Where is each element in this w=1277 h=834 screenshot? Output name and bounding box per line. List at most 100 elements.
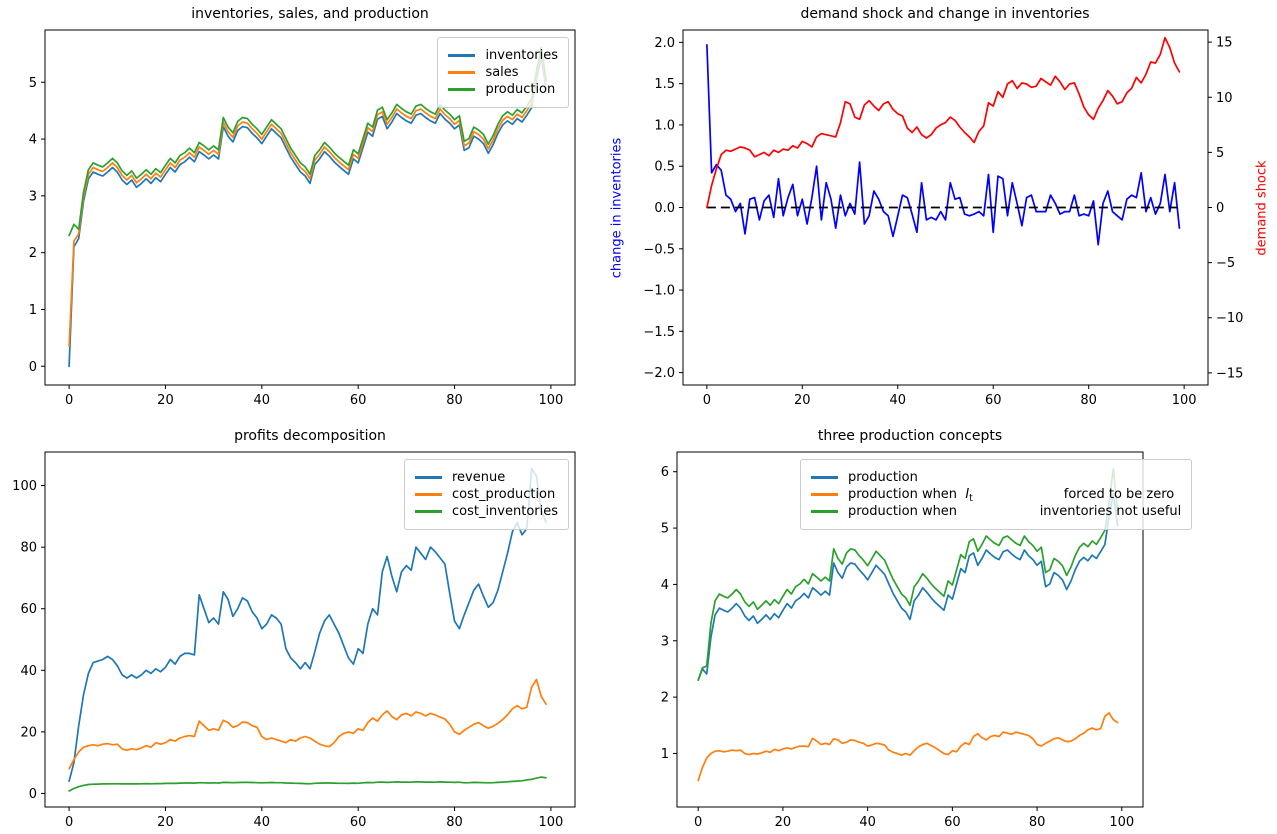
legend-line-sample [448,54,476,57]
y-tick-label: −1.5 [643,325,675,340]
y-tick-label: 5 [29,76,37,91]
legend-label: cost_inventories [451,504,558,519]
y-right-tick-label: 15 [1216,36,1233,51]
series-revenue [68,467,547,782]
series-production [68,46,547,237]
y-tick-label: 1.5 [654,77,675,92]
legend-entry: sales [448,66,558,79]
legend-line-sample [414,493,442,496]
x-tick-label: 20 [157,815,174,830]
x-tick-label: 20 [157,393,174,408]
legend-line-sample [448,71,476,74]
x-tick-label: 60 [985,393,1002,408]
legend-inventories-sales-production: inventories sales production [437,37,569,108]
series-demand_shock [706,36,1181,209]
legend-entry: production when inventories not useful [811,505,1181,518]
x-tick-label: 60 [350,815,367,830]
legend-label: revenue [451,470,506,485]
y-tick-label: 5 [661,522,669,537]
y-tick-label: −2.0 [643,366,675,381]
legend-entry: production [811,471,1181,484]
legend-entry: cost_inventories [414,504,558,519]
y-tick-label: 40 [20,664,37,679]
chart-title-inventories-sales-production: inventories, sales, and production [191,6,429,22]
y-tick-label: 2 [661,691,669,706]
y-tick-label: 0 [29,360,37,375]
y-right-tick-label: −15 [1216,366,1243,381]
y-tick-label: 2 [29,246,37,261]
y-right-tick-label: −10 [1216,311,1243,326]
legend-line-sample [811,510,838,513]
x-tick-label: 80 [1029,815,1046,830]
axes-frame [682,29,1209,386]
series-production_when_inventories_not_useful [697,468,1119,682]
axes-frame [676,451,1144,808]
x-tick-label: 0 [65,815,73,830]
series-change_in_inventories [706,44,1181,246]
legend-line-sample [414,476,442,479]
y-tick-label: 0.0 [654,201,675,216]
y-tick-label: 2.0 [654,36,675,51]
y-right-tick-label: 5 [1216,146,1224,161]
legend-three-production-concepts: production production when It forced to b… [800,459,1193,530]
y-tick-label: 60 [20,602,37,617]
legend-label: production when inventories not useful [848,504,1182,519]
legend-label: production [848,470,918,485]
x-tick-label: 40 [254,393,271,408]
subplot-profits-decomposition: 0 20 40 60 80 100 0 20 40 60 80 100 [12,451,576,830]
x-tick-label: 80 [1080,393,1097,408]
x-tick-label: 80 [446,393,463,408]
x-tick-label: 100 [538,815,563,830]
series-cost_inventories [68,776,547,792]
x-tick-label: 40 [859,815,876,830]
y-tick-label: 6 [661,465,669,480]
y-tick-label: 80 [20,541,37,556]
chart-title-demand-shock: demand shock and change in inventories [800,6,1090,22]
legend-label: production when It forced to be zero [848,487,1175,504]
legend-entry: production [448,83,558,96]
x-tick-label: 40 [254,815,271,830]
y-tick-label: 1 [29,303,37,318]
chart-title-three-production-concepts: three production concepts [817,428,1003,444]
y-tick-label: 100 [12,479,37,494]
axes-frame [44,451,576,808]
y-tick-label: 1 [661,747,669,762]
legend-line-sample [414,510,442,513]
x-tick-label: 100 [1172,393,1197,408]
y-tick-label: −0.5 [643,242,675,257]
legend-entry: revenue [414,470,558,485]
chart-title-profits-decomposition: profits decomposition [234,428,386,444]
x-tick-label: 0 [65,393,73,408]
series-production_when_It_forced_to_be_zero [697,712,1119,782]
x-tick-label: 60 [350,393,367,408]
legend-label: sales [485,65,519,80]
x-tick-label: 20 [794,393,811,408]
y-tick-label: 4 [29,133,37,148]
legend-entry: cost_production [414,488,558,501]
y-axis-label-change-in-inventories: change in inventories [609,137,625,279]
x-tick-label: 100 [538,393,563,408]
y-tick-label: 0.5 [654,160,675,175]
x-tick-label: 100 [1109,815,1134,830]
legend-label: production [485,82,556,97]
x-tick-label: 20 [775,815,792,830]
legend-line-sample [448,88,476,91]
axes-frame [44,29,576,386]
y-right-tick-label: 10 [1216,91,1233,106]
y-tick-label: 4 [661,578,669,593]
subplot-demand-shock-and-change-in-inventories: 0 20 40 60 80 1002.01.51.00.50.0−0.5−1.0−1.5−… [643,29,1243,408]
legend-line-sample [811,493,838,496]
legend-line-sample [811,476,838,479]
legend-label: inventories [485,48,558,63]
legend-entry: production when It forced to be zero [811,487,1181,504]
y-tick-label: 0 [29,787,37,802]
x-tick-label: 60 [944,815,961,830]
x-tick-label: 80 [446,815,463,830]
y-tick-label: 20 [20,725,37,740]
x-tick-label: 40 [889,393,906,408]
y-tick-label: 1.0 [654,118,675,133]
y-tick-label: −1.0 [643,284,675,299]
y-right-tick-label: −5 [1216,256,1235,271]
